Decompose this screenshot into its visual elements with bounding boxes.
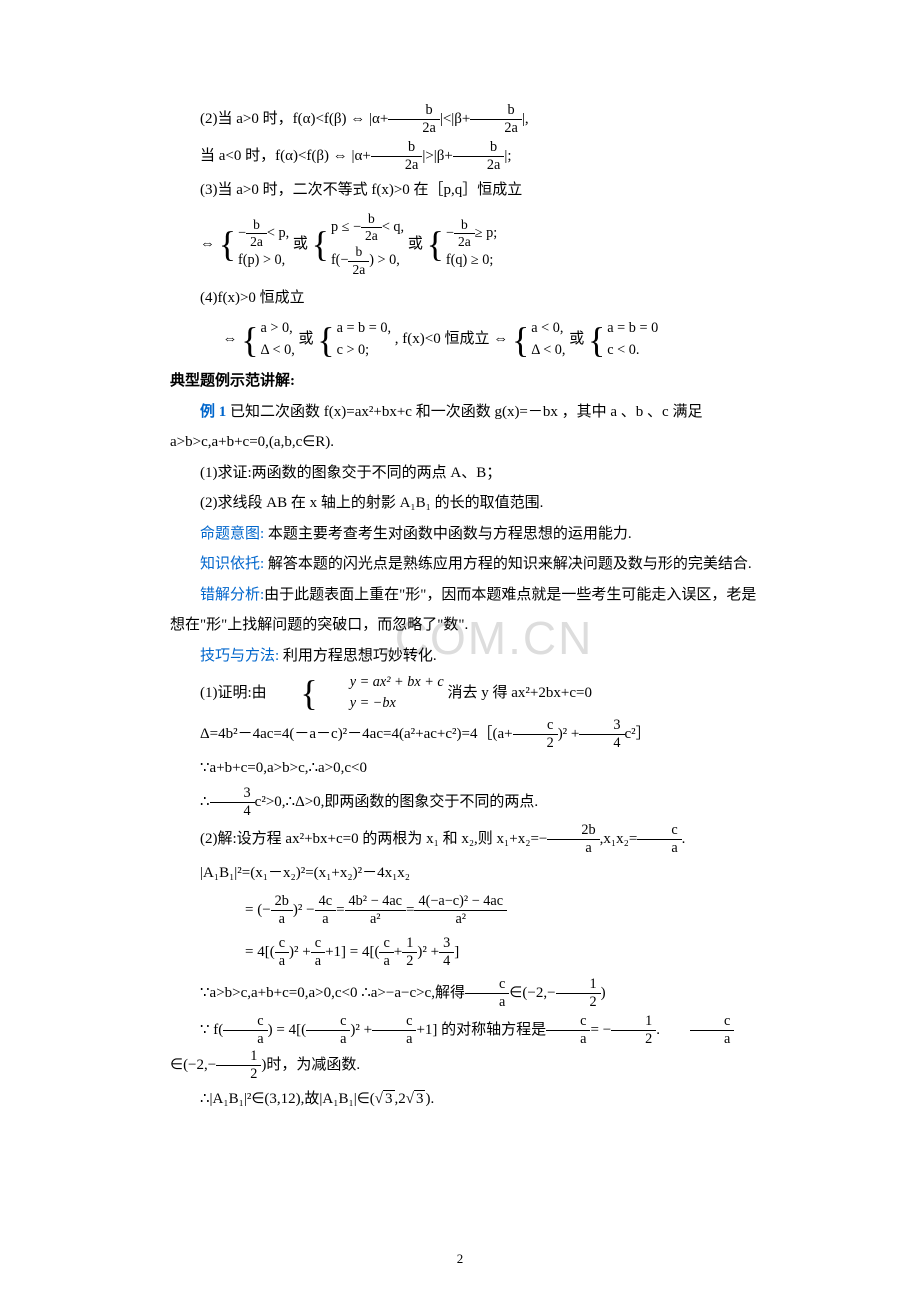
- ab-squared: |A₁B₁|²=(x₁－x₂)²=(x₁+x₂)²－4x₁x₂: [170, 859, 760, 888]
- because-2: ∵a>b>c,a+b+c=0,a>0,c<0 ∴a>−a−c>c,解得ca∈(−…: [170, 976, 760, 1011]
- error-analysis: 错解分析:由于此题表面上重在"形"，因而本题难点就是一些考生可能走入误区，老是: [170, 581, 760, 610]
- section-title: 典型题例示范讲解:: [170, 367, 760, 396]
- example-1-label: 例 1: [200, 404, 226, 420]
- delta-line: Δ=4b²－4ac=4(－a－c)²－4ac=4(a²+ac+c²)=4［(a+…: [170, 717, 760, 752]
- error-analysis-2: 想在"形"上找解问题的突破口，而忽略了"数".: [170, 611, 760, 640]
- line-2b: 当 a<0 时，f(α)<f(β) ⇔ |α+b2a|>|β+b2a|;: [170, 139, 760, 174]
- solution-2: (2)解:设方程 ax²+bx+c=0 的两根为 x₁ 和 x₂,则 x₁+x₂…: [170, 822, 760, 857]
- intent-label: 命题意图:: [200, 526, 264, 542]
- example-1-cond: a>b>c,a+b+c=0,(a,b,c∈R).: [170, 428, 760, 457]
- therefore-1: ∴34c²>0,∴Δ>0,即两函数的图象交于不同的两点.: [170, 785, 760, 820]
- line-2a: (2)当 a>0 时，f(α)<f(β) ⇔ |α+b2a|<|β+b2a|,: [170, 102, 760, 137]
- system-3: ⇔ { −b2a< p, f(p) > 0, 或 { p ≤ −b2a< q, …: [200, 211, 760, 278]
- intent: 命题意图: 本题主要考查考生对函数中函数与方程思想的运用能力.: [170, 520, 760, 549]
- method: 技巧与方法: 利用方程思想巧妙转化.: [170, 642, 760, 671]
- question-1: (1)求证:两函数的图象交于不同的两点 A、B；: [170, 459, 760, 488]
- basis-label: 知识依托:: [200, 556, 264, 572]
- basis: 知识依托: 解答本题的闪光点是熟练应用方程的知识来解决问题及数与形的完美结合.: [170, 550, 760, 579]
- method-label: 技巧与方法:: [200, 648, 279, 664]
- question-2: (2)求线段 AB 在 x 轴上的射影 A₁B₁ 的长的取值范围.: [170, 489, 760, 518]
- error-label: 错解分析:: [200, 587, 264, 603]
- example-1: 例 1 已知二次函数 f(x)=ax²+bx+c 和一次函数 g(x)=－bx …: [170, 398, 760, 427]
- eq-chain-1: = (−2ba)² −4ca=4b² − 4aca²=4(−a−c)² − 4a…: [245, 893, 760, 928]
- page-number: 2: [457, 1247, 464, 1272]
- system-4: ⇔ { a > 0, Δ < 0, 或 { a = b = 0, c > 0; …: [223, 318, 761, 361]
- final-result: ∴|A₁B₁|²∈(3,12),故|A₁B₁|∈(√3,2√3).: [170, 1085, 760, 1114]
- line-3: (3)当 a>0 时，二次不等式 f(x)>0 在［p,q］恒成立: [170, 176, 760, 205]
- because-3: ∵ f(ca) = 4[(ca)² +ca+1] 的对称轴方程是ca= −12.…: [170, 1013, 760, 1083]
- proof-1: (1)证明:由 { y = ax² + bx + c y = −bx 消去 y …: [170, 672, 760, 715]
- line-4: (4)f(x)>0 恒成立: [170, 284, 760, 313]
- eq-chain-2: = 4[(ca)² +ca+1] = 4[(ca+12)² +34]: [245, 935, 760, 970]
- because-1: ∵a+b+c=0,a>b>c,∴a>0,c<0: [170, 754, 760, 783]
- document-content: (2)当 a>0 时，f(α)<f(β) ⇔ |α+b2a|<|β+b2a|, …: [170, 102, 760, 1114]
